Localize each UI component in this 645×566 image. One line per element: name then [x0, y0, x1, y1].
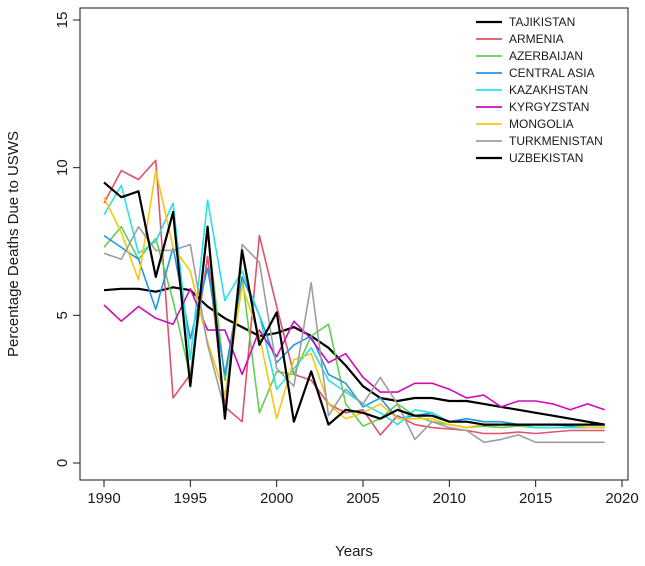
x-tick-label: 2000: [260, 490, 293, 507]
legend-label: TURKMENISTAN: [509, 134, 603, 148]
legend-label: CENTRAL ASIA: [509, 66, 595, 80]
y-tick-label: 10: [54, 159, 71, 176]
y-axis-title: Percentage Deaths Due to USWS: [5, 131, 22, 357]
series-line-kyrgyzstan: [103, 287, 605, 411]
series-line-uzbekistan: [103, 181, 605, 426]
x-tick-label: 1995: [174, 490, 207, 507]
legend-label: MONGOLIA: [509, 117, 574, 131]
legend-label: UZBEKISTAN: [509, 151, 583, 165]
plot-border: [79, 7, 629, 481]
series-lines: [103, 159, 605, 444]
x-tick-label: 1990: [87, 490, 120, 507]
legend-label: AZERBAIJAN: [509, 49, 583, 63]
x-axis: 1990 1995 2000 2005 2010 2015 2020: [87, 480, 639, 507]
x-tick-label: 2020: [605, 490, 638, 507]
y-axis: 0 5 10 15: [54, 12, 80, 467]
x-axis-title: Years: [335, 543, 373, 560]
y-tick-label: 15: [54, 12, 71, 29]
legend-label: TAJIKISTAN: [509, 15, 575, 29]
legend-label: KYRGYZSTAN: [509, 100, 589, 114]
y-tick-label: 0: [54, 459, 71, 467]
series-line-tajikistan: [103, 286, 605, 426]
x-tick-label: 2015: [519, 490, 552, 507]
series-line-armenia: [103, 159, 605, 436]
legend: TAJIKISTAN ARMENIA AZERBAIJAN CENTRAL ASIA K…: [476, 15, 603, 165]
legend-label: ARMENIA: [509, 32, 564, 46]
legend-label: KAZAKHSTAN: [509, 83, 588, 97]
y-tick-label: 5: [54, 311, 71, 319]
series-line-turkmenistan: [103, 225, 605, 444]
x-tick-label: 2005: [346, 490, 379, 507]
plot-frame: [79, 7, 629, 481]
series-line-kazakhstan: [103, 184, 605, 429]
x-tick-label: 2010: [433, 490, 466, 507]
